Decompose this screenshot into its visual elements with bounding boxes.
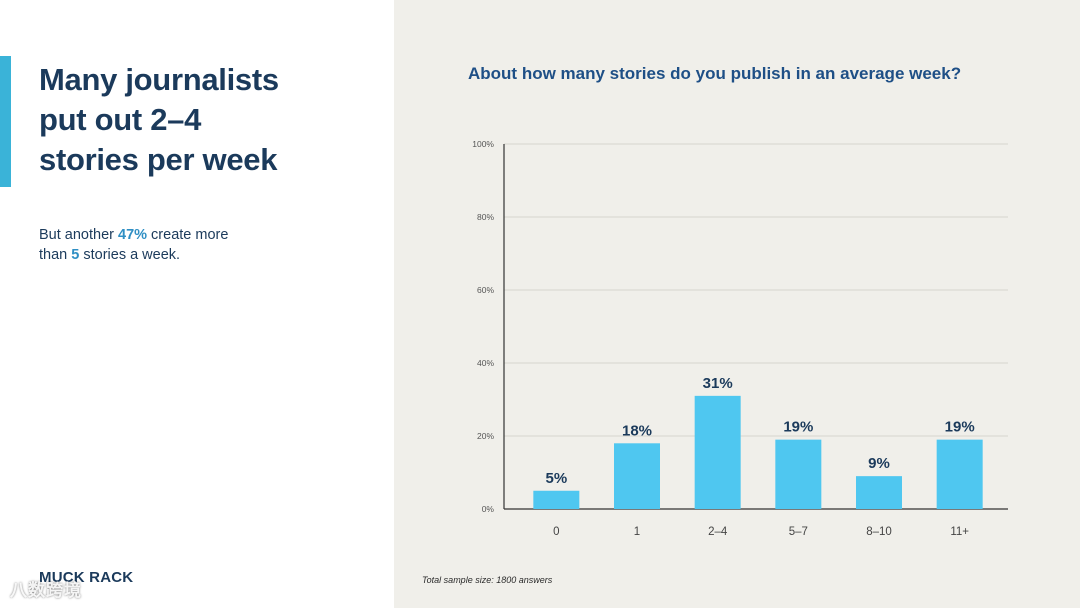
axis-layer: 0% 20% 40% 60% 80% 100% 0 1 2–4 5–7 8–10 11+ bbox=[472, 139, 1008, 538]
y-tick-label: 0% bbox=[482, 504, 495, 514]
data-label: 18% bbox=[622, 422, 652, 439]
x-tick-label: 1 bbox=[634, 526, 640, 538]
headline-line-3: stories per week bbox=[39, 142, 278, 177]
chart-title: About how many stories do you publish in… bbox=[468, 64, 962, 83]
grid-layer bbox=[504, 143, 1008, 437]
headline-line-1: Many journalists bbox=[39, 62, 279, 97]
data-label: 5% bbox=[545, 470, 567, 487]
y-tick-label: 60% bbox=[477, 285, 494, 295]
bar-8–10 bbox=[856, 476, 902, 509]
subtext-highlight-47: 47% bbox=[118, 227, 148, 243]
data-label: 19% bbox=[783, 419, 813, 436]
subtext-part-1: But another bbox=[39, 227, 118, 243]
data-label: 31% bbox=[703, 375, 733, 392]
x-tick-label: 0 bbox=[553, 526, 559, 538]
subtext-line-1: But another 47% create more bbox=[39, 225, 339, 245]
y-tick-label: 100% bbox=[472, 139, 494, 149]
headline: Many journalists put out 2–4 stories per… bbox=[39, 60, 379, 180]
data-label: 9% bbox=[868, 455, 890, 472]
y-tick-label: 20% bbox=[477, 431, 494, 441]
bar-1 bbox=[614, 443, 660, 509]
bar-0 bbox=[533, 490, 580, 509]
x-tick-label: 11+ bbox=[950, 526, 969, 538]
muck-rack-logo: MUCK RACK bbox=[39, 569, 134, 586]
bar-11+ bbox=[936, 439, 983, 509]
y-tick-label: 80% bbox=[477, 212, 494, 222]
bar-5–7 bbox=[775, 439, 822, 509]
label-layer: 5% 18% 31% 19% 9% 19% bbox=[545, 375, 974, 487]
bar-layer bbox=[533, 395, 983, 509]
headline-line-2: put out 2–4 bbox=[39, 102, 202, 137]
accent-bar bbox=[0, 56, 11, 187]
x-tick-label: 2–4 bbox=[708, 526, 728, 538]
data-label: 19% bbox=[945, 419, 975, 436]
subtext-line-2: than 5 stories a week. bbox=[39, 245, 339, 265]
watermark: 八数跨境 bbox=[10, 581, 82, 600]
left-panel: Many journalists put out 2–4 stories per… bbox=[0, 0, 394, 608]
x-tick-label: 8–10 bbox=[866, 526, 892, 538]
subtext-part-2: create more bbox=[147, 227, 229, 243]
x-tick-label: 5–7 bbox=[789, 526, 808, 538]
bar-2–4 bbox=[694, 395, 741, 509]
subtext-part-4: stories a week. bbox=[79, 247, 181, 263]
y-tick-label: 40% bbox=[477, 358, 494, 368]
footnote: Total sample size: 1800 answers bbox=[422, 575, 553, 585]
subtext-part-3: than bbox=[39, 247, 72, 263]
subtext: But another 47% create more than 5 stori… bbox=[39, 225, 339, 265]
subtext-highlight-5: 5 bbox=[71, 247, 80, 263]
bar-chart: 0% 20% 40% 60% 80% 100% 0 1 2–4 5–7 8–10 11+ 5% 18% 3… bbox=[472, 139, 1008, 538]
